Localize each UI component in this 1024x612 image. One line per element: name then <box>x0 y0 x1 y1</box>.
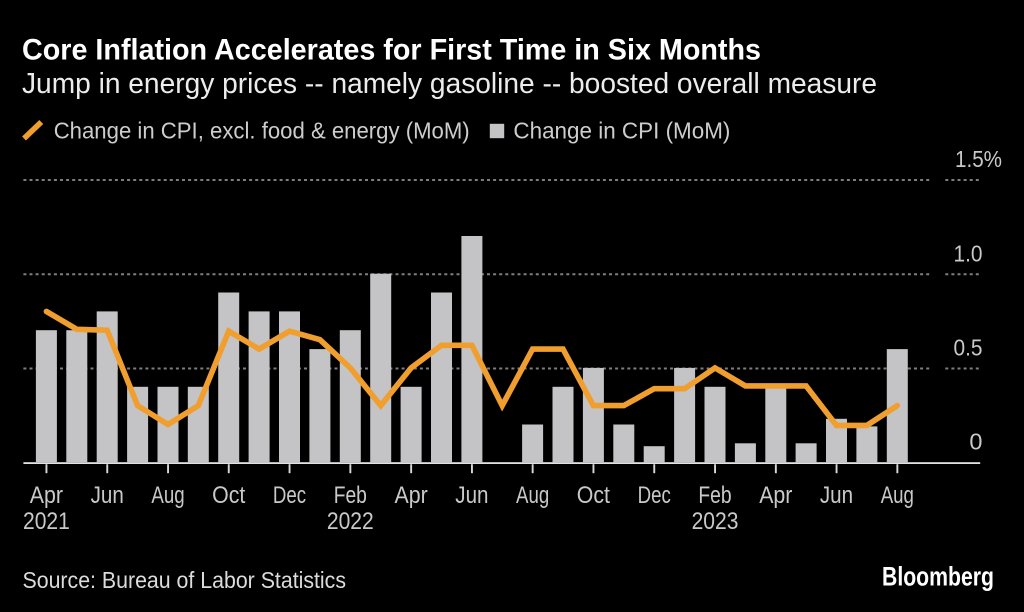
svg-text:Change in CPI, excl. food & en: Change in CPI, excl. food & energy (MoM) <box>54 118 470 144</box>
svg-text:Bloomberg: Bloomberg <box>882 562 994 592</box>
svg-text:Jun: Jun <box>91 482 124 509</box>
svg-text:Source: Bureau of Labor Statis: Source: Bureau of Labor Statistics <box>23 567 347 593</box>
svg-text:Aug: Aug <box>516 482 549 509</box>
svg-text:Change in CPI (MoM): Change in CPI (MoM) <box>513 118 730 144</box>
svg-text:2023: 2023 <box>692 508 739 535</box>
svg-text:2022: 2022 <box>327 508 374 535</box>
svg-text:Jun: Jun <box>820 482 853 509</box>
svg-text:Aug: Aug <box>881 482 914 509</box>
svg-text:Core Inflation Accelerates for: Core Inflation Accelerates for First Tim… <box>22 34 761 67</box>
svg-text:2021: 2021 <box>23 508 70 535</box>
svg-text:Aug: Aug <box>151 482 184 509</box>
svg-text:Oct: Oct <box>577 482 610 509</box>
svg-text:0: 0 <box>969 428 982 454</box>
svg-text:Dec: Dec <box>273 482 306 509</box>
svg-text:Feb: Feb <box>698 482 731 509</box>
svg-text:Apr: Apr <box>759 482 792 509</box>
svg-text:Apr: Apr <box>395 482 428 509</box>
svg-text:Feb: Feb <box>334 482 367 509</box>
svg-text:Oct: Oct <box>212 482 245 509</box>
svg-text:1.5%: 1.5% <box>955 146 1002 172</box>
svg-text:Jun: Jun <box>455 482 488 509</box>
svg-text:Dec: Dec <box>638 482 671 509</box>
svg-text:Apr: Apr <box>30 482 63 509</box>
svg-text:1.0: 1.0 <box>954 241 983 267</box>
svg-text:Jump in energy prices -- namel: Jump in energy prices -- namely gasoline… <box>22 68 877 100</box>
svg-text:0.5: 0.5 <box>954 335 983 361</box>
